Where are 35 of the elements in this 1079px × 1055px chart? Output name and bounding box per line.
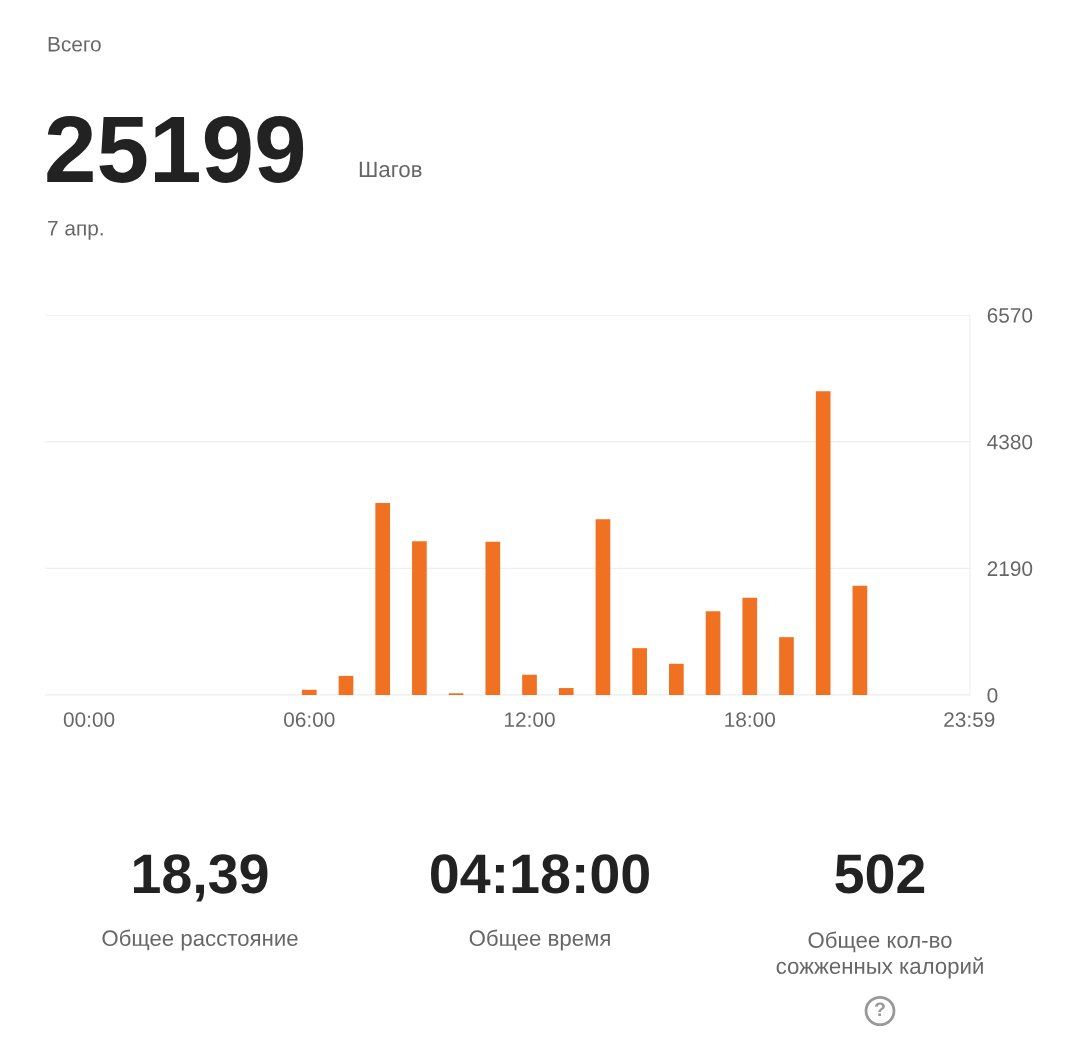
text: Общее кол-во сожженных калорий <box>776 931 983 979</box>
bar <box>852 585 868 695</box>
bar <box>815 391 831 695</box>
bar <box>669 663 684 695</box>
x-tick-label: 06:00 <box>284 712 335 727</box>
bar <box>375 502 391 695</box>
text: ? <box>874 1002 885 1017</box>
x-tick-label: 00:00 <box>63 712 115 727</box>
bar <box>301 689 317 695</box>
text: 25199 <box>47 116 304 183</box>
text: 18,39 <box>133 854 268 902</box>
bar <box>558 688 574 695</box>
chart-title: Всего <box>48 37 101 52</box>
bar <box>485 541 501 695</box>
text: 502 <box>835 854 925 894</box>
y-tick-label: 6570 <box>987 308 1033 323</box>
text: Общее время <box>469 929 610 951</box>
bar <box>338 675 354 695</box>
chart-subtitle: 7 апр. <box>48 221 103 240</box>
bar <box>779 637 794 695</box>
x-tick-label: 12:00 <box>505 712 555 727</box>
bar <box>742 597 758 695</box>
text: Общее расстояние <box>102 929 298 951</box>
bar <box>412 541 427 695</box>
x-tick-label: 18:00 <box>725 712 776 727</box>
bar <box>522 674 537 695</box>
bar <box>705 611 721 695</box>
y-tick-label: 0 <box>987 688 998 703</box>
text: Шагов <box>359 161 422 178</box>
text: 04:18:00 <box>431 854 649 894</box>
x-tick-label: 23:59 <box>944 712 995 727</box>
bar <box>595 519 611 695</box>
bar <box>632 648 647 695</box>
y-tick-label: 2190 <box>987 561 1033 577</box>
y-tick-label: 4380 <box>987 434 1033 450</box>
